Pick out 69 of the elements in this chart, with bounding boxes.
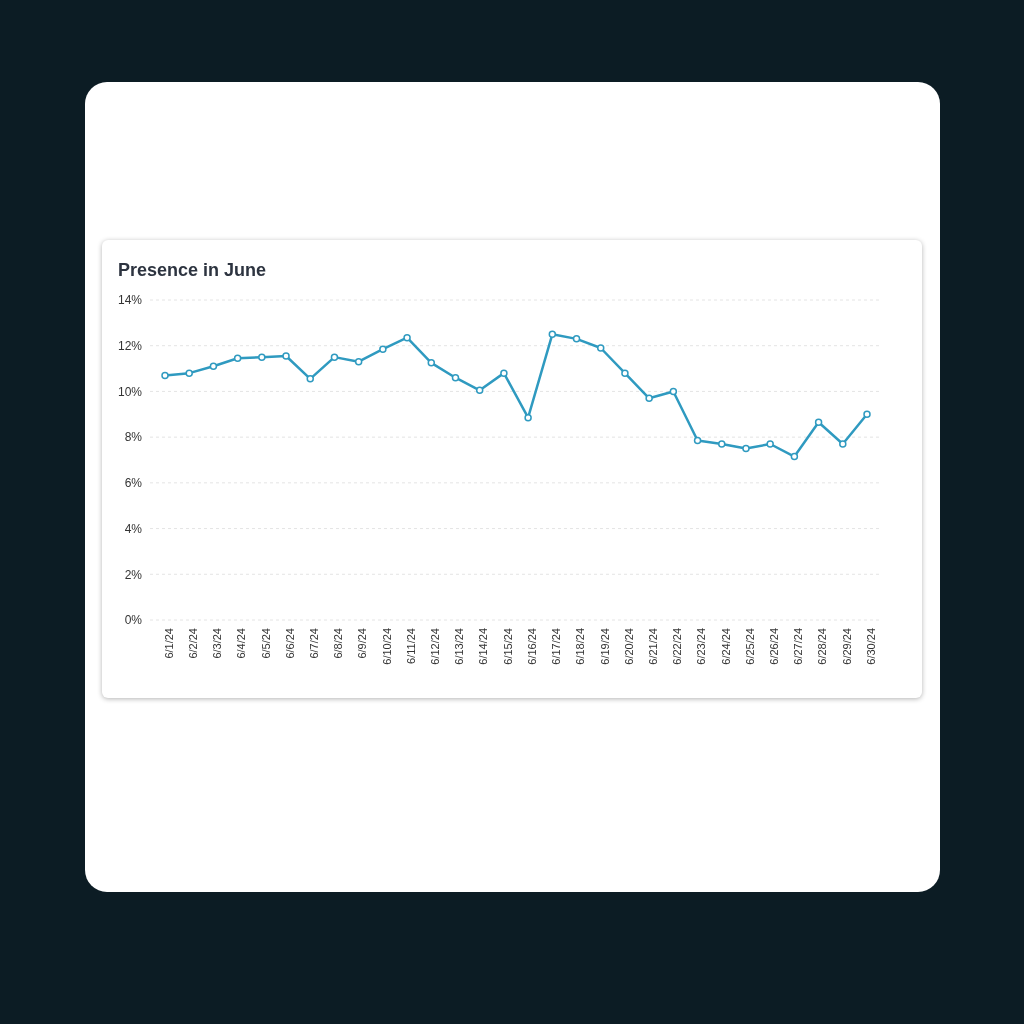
x-tick-label: 6/28/24: [816, 628, 829, 665]
point: [233, 354, 242, 363]
x-tick-label: 6/8/24: [332, 628, 345, 659]
x-tick-label: 6/24/24: [719, 628, 732, 665]
x-tick-label: 6/25/24: [743, 628, 756, 665]
x-tick-label: 6/22/24: [671, 628, 684, 665]
point: [427, 359, 436, 367]
point: [548, 330, 557, 339]
point: [669, 387, 678, 396]
point: [185, 369, 193, 377]
y-tick-label: 8%: [124, 430, 143, 445]
x-tick-label: 6/20/24: [622, 628, 635, 665]
point: [718, 440, 726, 448]
point: [645, 394, 653, 403]
y-tick-label: 14%: [117, 293, 143, 308]
point: [693, 436, 702, 445]
point: [451, 373, 460, 382]
y-tick-label: 4%: [124, 521, 143, 536]
x-tick-label: 6/2/24: [187, 628, 200, 659]
point: [500, 369, 508, 377]
x-tick-label: 6/23/24: [695, 628, 708, 665]
y-tick-label: 2%: [124, 567, 143, 582]
x-tick-label: 6/18/24: [574, 628, 587, 665]
x-tick-label: 6/9/24: [356, 628, 369, 659]
x-tick-label: 6/21/24: [646, 628, 659, 665]
x-tick-label: 6/27/24: [792, 628, 805, 665]
y-tick-label: 12%: [117, 338, 143, 353]
point: [790, 452, 799, 461]
x-tick-label: 6/26/24: [767, 628, 780, 665]
x-tick-label: 6/1/24: [162, 628, 175, 659]
chart-title: Presence in June: [118, 260, 267, 281]
x-tick-label: 6/16/24: [525, 628, 538, 665]
point: [282, 352, 290, 360]
x-tick-label: 6/14/24: [477, 628, 490, 665]
x-tick-label: 6/13/24: [453, 628, 466, 665]
x-tick-label: 6/15/24: [501, 628, 514, 665]
point: [814, 418, 823, 427]
point: [572, 335, 581, 343]
x-tick-label: 6/11/24: [404, 628, 417, 664]
point: [863, 410, 871, 419]
point: [330, 353, 339, 361]
point: [306, 375, 314, 383]
point: [839, 440, 847, 448]
point: [621, 369, 629, 377]
x-tick-label: 6/5/24: [259, 628, 272, 659]
point: [161, 371, 169, 380]
y-tick-label: 10%: [117, 384, 143, 399]
x-tick-label: 6/6/24: [283, 628, 296, 659]
point: [475, 386, 484, 395]
point: [354, 357, 363, 366]
point: [403, 333, 411, 342]
x-tick-label: 6/17/24: [550, 628, 563, 665]
point: [209, 362, 218, 371]
point: [379, 345, 387, 353]
x-tick-label: 6/19/24: [598, 628, 611, 665]
y-tick-label: 0%: [124, 613, 143, 628]
point: [766, 440, 774, 448]
point: [258, 353, 266, 361]
point: [596, 344, 605, 352]
x-tick-label: 6/12/24: [429, 628, 442, 665]
x-tick-label: 6/4/24: [235, 628, 248, 659]
x-tick-label: 6/3/24: [211, 628, 224, 659]
point: [742, 444, 750, 453]
x-tick-label: 6/29/24: [840, 628, 853, 665]
x-tick-label: 6/10/24: [380, 628, 393, 665]
x-tick-label: 6/30/24: [864, 628, 877, 665]
y-tick-label: 6%: [124, 476, 143, 491]
point: [524, 413, 532, 422]
x-tick-label: 6/7/24: [308, 628, 321, 659]
